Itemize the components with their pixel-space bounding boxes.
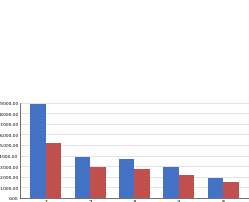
Bar	[223, 182, 239, 198]
Bar	[46, 143, 61, 198]
Bar	[75, 158, 90, 198]
Bar	[30, 105, 46, 198]
Bar	[179, 175, 194, 198]
Bar	[208, 178, 223, 198]
Bar	[134, 169, 150, 198]
Bar	[163, 167, 179, 198]
Bar	[119, 159, 134, 198]
Bar	[90, 167, 106, 198]
